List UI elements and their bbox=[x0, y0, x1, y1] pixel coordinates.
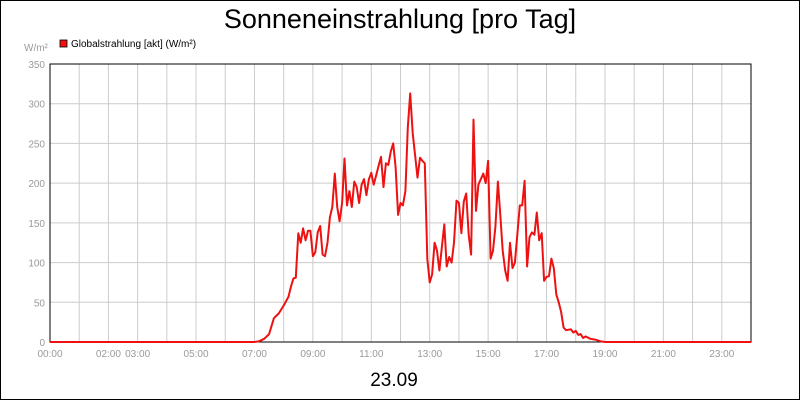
y-tick-label: 0 bbox=[39, 338, 45, 349]
x-tick-label: 19:00 bbox=[592, 349, 617, 360]
x-tick-label: 09:00 bbox=[300, 349, 325, 360]
x-tick-label: 13:00 bbox=[417, 349, 442, 360]
series-line-globalstrahlung bbox=[50, 92, 751, 343]
y-tick-label: 350 bbox=[28, 60, 45, 71]
x-axis-ticks: 00:00 02:00 03:00 05:00 07:00 09:00 11:00 13:00… bbox=[37, 349, 734, 360]
x-tick-label: 21:00 bbox=[651, 349, 676, 360]
x-tick-label: 17:00 bbox=[534, 349, 559, 360]
x-tick-label: 00:00 bbox=[37, 349, 62, 360]
x-tick-label: 03:00 bbox=[125, 349, 150, 360]
y-axis-ticks: 0 50 100 150 200 250 300 350 bbox=[28, 60, 45, 349]
y-tick-label: 50 bbox=[34, 298, 46, 309]
x-tick-label: 15:00 bbox=[476, 349, 501, 360]
legend-label: Globalstrahlung [akt] (W/m²) bbox=[71, 39, 196, 50]
y-tick-label: 250 bbox=[28, 139, 45, 150]
plot-area bbox=[49, 63, 752, 343]
x-tick-label: 23:00 bbox=[709, 349, 734, 360]
y-axis-unit: W/m² bbox=[24, 43, 49, 54]
legend: Globalstrahlung [akt] (W/m²) bbox=[59, 39, 196, 50]
x-tick-label: 05:00 bbox=[184, 349, 209, 360]
y-tick-label: 300 bbox=[28, 100, 45, 111]
y-tick-label: 100 bbox=[28, 259, 45, 270]
y-tick-label: 200 bbox=[28, 179, 45, 190]
x-axis-date-label: 23.09 bbox=[370, 370, 418, 391]
x-tick-label: 11:00 bbox=[359, 349, 384, 360]
chart-title: Sonneneinstrahlung [pro Tag] bbox=[224, 4, 576, 34]
x-tick-label: 07:00 bbox=[242, 349, 267, 360]
x-tick-label: 02:00 bbox=[96, 349, 121, 360]
y-tick-label: 150 bbox=[28, 219, 45, 230]
legend-swatch bbox=[59, 39, 68, 48]
series-layer bbox=[50, 92, 751, 343]
